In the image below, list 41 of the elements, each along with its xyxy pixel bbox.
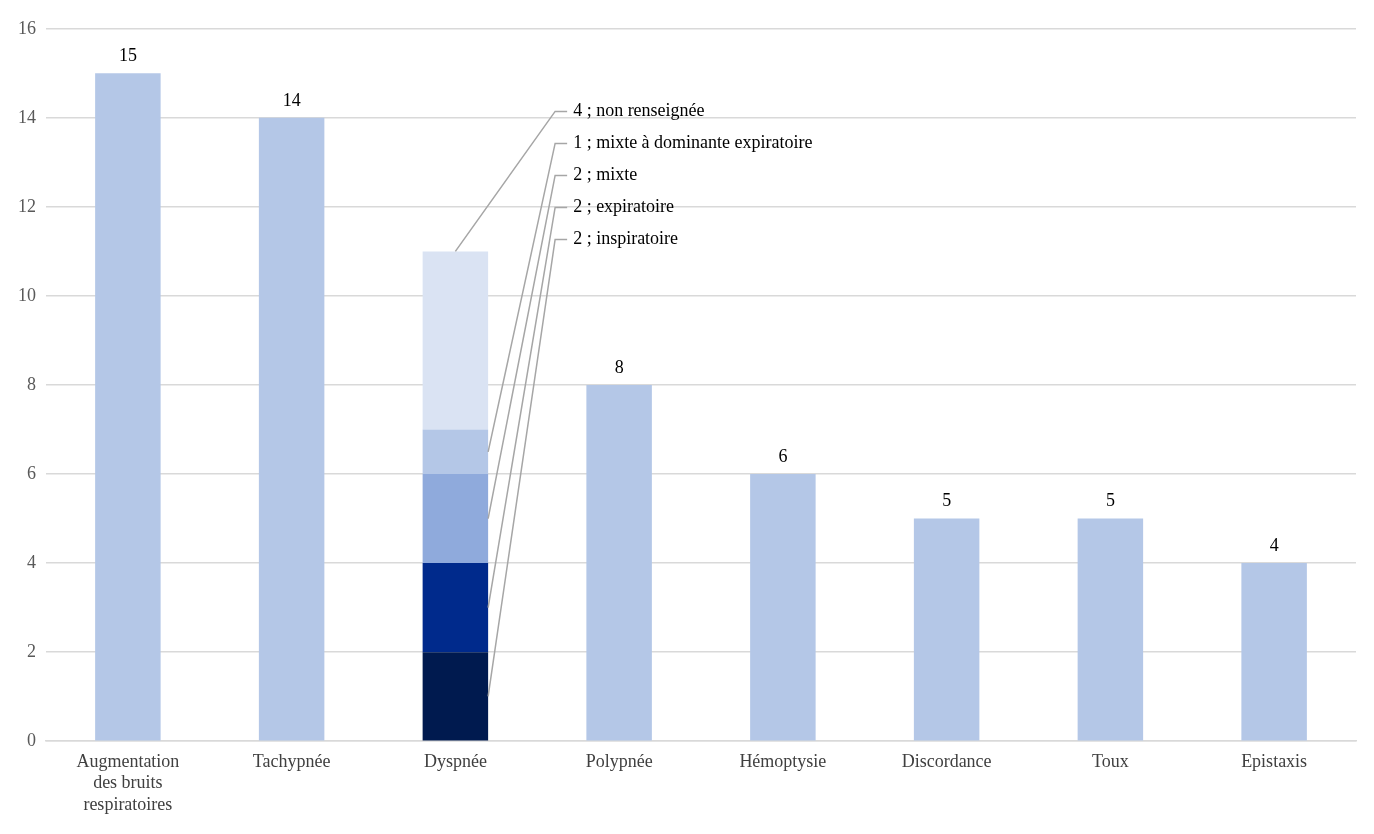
data-label: 2 ; inspiratoire: [573, 228, 679, 249]
bar: [95, 73, 161, 741]
bar: [913, 518, 980, 741]
x-tick-label: Polypnée: [585, 750, 653, 771]
y-tick-label: 0: [27, 729, 36, 750]
bar: [422, 563, 489, 653]
bar: [1241, 563, 1307, 741]
y-tick-label: 6: [27, 462, 36, 483]
y-tick-label: 12: [18, 195, 36, 216]
bar: [1077, 518, 1144, 741]
data-label: 5: [942, 490, 952, 511]
data-label: 5: [1105, 490, 1115, 511]
x-tick-label: Dyspnée: [423, 750, 487, 771]
x-tick-label: Augmentation des bruits respiratoires: [76, 750, 180, 814]
y-tick-label: 16: [18, 17, 36, 38]
bar: [422, 429, 489, 475]
bar: [750, 474, 816, 741]
data-label: 14: [282, 89, 301, 110]
x-tick-label: Hémoptysie: [739, 750, 827, 771]
y-tick-label: 14: [18, 106, 36, 127]
data-label: 4: [1269, 534, 1279, 555]
x-tick-label: Discordance: [901, 750, 992, 771]
data-label: 4 ; non renseignée: [573, 100, 705, 121]
data-label: 2 ; mixte: [573, 164, 638, 185]
bar: [258, 117, 325, 741]
data-label: 8: [614, 356, 624, 377]
y-tick-label: 10: [18, 284, 36, 305]
data-label: 15: [118, 45, 137, 66]
data-label: 2 ; expiratoire: [573, 196, 675, 217]
data-label: 1 ; mixte à dominante expiratoire: [573, 132, 813, 153]
x-tick-label: Toux: [1092, 750, 1129, 771]
bar: [422, 652, 489, 741]
data-label: 6: [778, 445, 788, 466]
bar: [586, 385, 652, 741]
x-tick-label: Tachypnée: [252, 750, 331, 771]
y-tick-label: 8: [27, 373, 36, 394]
y-tick-label: 4: [27, 551, 36, 572]
bar: [422, 474, 489, 564]
bar: [422, 251, 489, 430]
x-tick-label: Epistaxis: [1241, 750, 1308, 771]
y-tick-label: 2: [27, 640, 36, 661]
